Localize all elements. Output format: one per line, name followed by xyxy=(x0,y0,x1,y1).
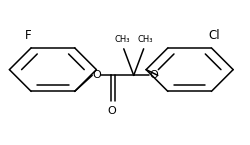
Text: O: O xyxy=(149,70,158,80)
Text: F: F xyxy=(25,29,32,42)
Text: Cl: Cl xyxy=(208,29,220,42)
Text: O: O xyxy=(92,70,101,80)
Text: CH₃: CH₃ xyxy=(137,36,153,45)
Text: O: O xyxy=(107,106,116,116)
Text: CH₃: CH₃ xyxy=(115,36,130,45)
